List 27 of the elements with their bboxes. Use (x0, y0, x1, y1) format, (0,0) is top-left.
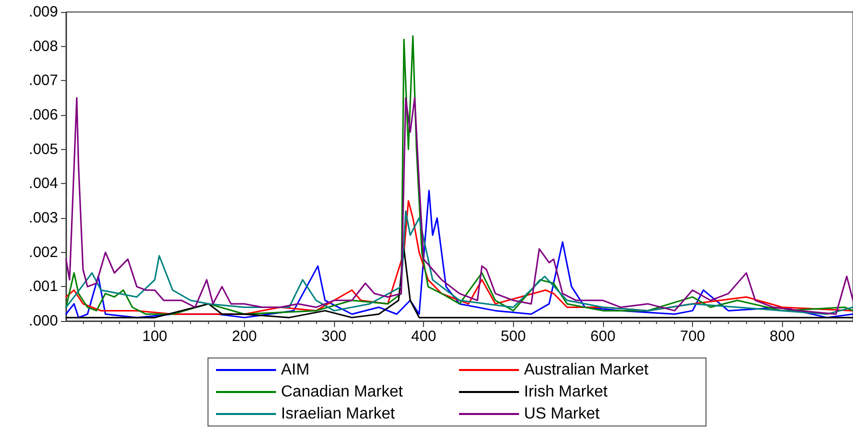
x-tick-label: 800 (770, 328, 795, 345)
y-tick-label: .009 (28, 4, 58, 20)
y-tick-label: .004 (28, 175, 58, 192)
line-series (65, 97, 853, 315)
y-tick-label: .003 (28, 210, 58, 226)
legend-label: Israelian Market (281, 406, 396, 422)
legend-label: Irish Market (524, 384, 608, 400)
legend-label: Canadian Market (281, 384, 404, 400)
x-tick-label: 400 (411, 328, 436, 345)
y-tick-label: .000 (28, 312, 58, 330)
y-tick-label: .007 (28, 72, 58, 90)
line-series (65, 35, 853, 315)
legend-label: Australian Market (524, 362, 650, 378)
x-tick-label: 500 (500, 328, 526, 345)
y-tick-label: .006 (28, 106, 58, 124)
x-tick-label: 300 (321, 328, 347, 345)
y-tick-label: .005 (28, 140, 58, 158)
x-tick-label: 600 (590, 328, 616, 345)
x-tick-label: 200 (232, 328, 257, 345)
y-tick-label: .002 (28, 244, 58, 261)
x-tick-label: 700 (680, 328, 706, 345)
x-tick-label: 100 (142, 328, 168, 345)
y-tick-label: .001 (28, 278, 58, 296)
y-tick-label: .008 (28, 38, 58, 55)
line-series (65, 248, 853, 318)
legend-label: AIM (281, 362, 310, 378)
legend-label: US Market (524, 406, 600, 422)
